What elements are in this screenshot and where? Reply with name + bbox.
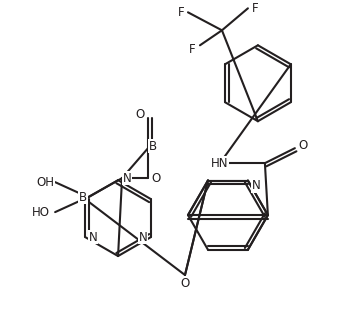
- Text: O: O: [151, 172, 161, 185]
- Text: F: F: [178, 6, 184, 19]
- Text: N: N: [139, 231, 147, 244]
- Text: HN: HN: [211, 157, 229, 170]
- Text: O: O: [298, 139, 307, 152]
- Text: N: N: [89, 231, 97, 244]
- Text: O: O: [135, 108, 145, 121]
- Text: F: F: [189, 43, 195, 56]
- Text: F: F: [252, 2, 258, 15]
- Text: B: B: [79, 191, 87, 204]
- Text: N: N: [123, 172, 131, 185]
- Text: N: N: [251, 179, 260, 192]
- Text: OH: OH: [36, 176, 54, 189]
- Text: B: B: [149, 140, 157, 153]
- Text: O: O: [180, 277, 190, 290]
- Text: HO: HO: [32, 206, 50, 219]
